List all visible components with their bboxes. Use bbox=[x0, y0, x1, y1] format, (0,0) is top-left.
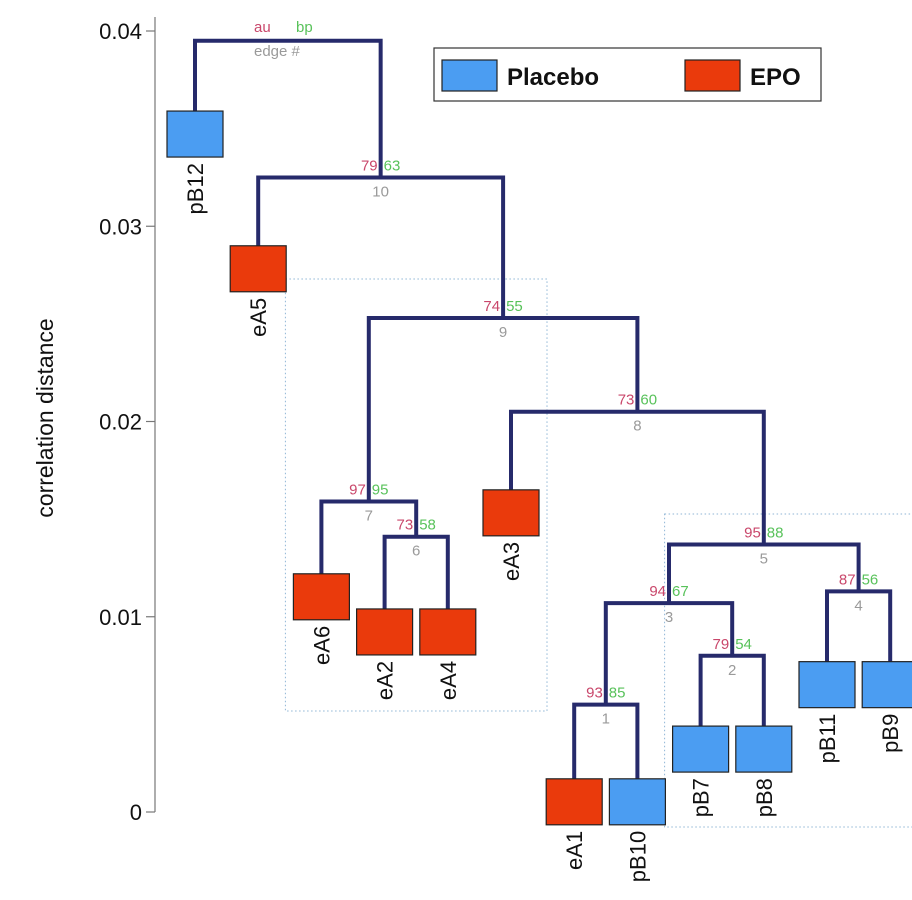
leaf-box-pB7 bbox=[671, 725, 730, 773]
bp-value: 58 bbox=[419, 517, 436, 534]
leaf-label-eA6: eA6 bbox=[309, 626, 334, 665]
au-value: 87 bbox=[839, 571, 856, 588]
leaf-label-eA4: eA4 bbox=[436, 661, 461, 700]
branch-edge-3 bbox=[603, 601, 735, 705]
leaf-box-eA1 bbox=[545, 778, 603, 826]
edge-number: 7 bbox=[365, 508, 373, 525]
cluster-box bbox=[664, 513, 912, 828]
bp-value: 63 bbox=[384, 157, 401, 174]
leaf-label-eA1: eA1 bbox=[562, 831, 587, 870]
key-bp: bp bbox=[296, 19, 313, 36]
leaf-label-pB11: pB11 bbox=[815, 714, 840, 764]
au-value: 79 bbox=[713, 636, 730, 653]
leaf-box-eA3 bbox=[482, 489, 540, 537]
leaf-box-pB9 bbox=[861, 661, 912, 709]
cluster-boxes bbox=[284, 278, 912, 828]
au-value: 94 bbox=[649, 583, 666, 600]
leaf-box-pB8 bbox=[735, 725, 793, 773]
branch-edge-11 bbox=[193, 38, 383, 178]
leaf-box-eA4 bbox=[419, 608, 477, 656]
y-tick-label: 0.01 bbox=[99, 605, 142, 630]
cluster-box bbox=[284, 278, 548, 712]
edge-number: 4 bbox=[854, 597, 862, 614]
bp-value: 60 bbox=[640, 392, 657, 409]
leaf-label-eA5: eA5 bbox=[246, 298, 271, 337]
y-tick-label: 0.02 bbox=[99, 410, 142, 435]
au-value: 79 bbox=[361, 157, 378, 174]
merge-annotations: 93 85 1 79 54 2 94 67 3 87 564 95 88 5 73 58 6 97 95 7 73 60 8… bbox=[349, 157, 878, 727]
legend-swatch-epo bbox=[684, 59, 741, 92]
bp-value: 67 bbox=[672, 583, 689, 600]
legend-frame bbox=[433, 47, 822, 102]
au-value: 73 bbox=[618, 392, 635, 409]
edge-number: 1 bbox=[602, 711, 610, 728]
branch-edge-6 bbox=[382, 534, 450, 609]
leaf-label-pB7: pB7 bbox=[689, 778, 714, 817]
leaf-label-pB12: pB12 bbox=[183, 163, 208, 214]
au-value: 73 bbox=[397, 517, 414, 534]
bp-value: 54 bbox=[735, 636, 752, 653]
leaf-box-eA5 bbox=[229, 245, 287, 293]
edge-number: 2 bbox=[728, 662, 736, 679]
bp-value: 85 bbox=[609, 685, 626, 702]
leaf-box-pB11 bbox=[798, 661, 856, 709]
bp-value: 55 bbox=[506, 298, 523, 315]
y-tick-label: 0.04 bbox=[99, 19, 142, 44]
annotation-key: au bp edge # bbox=[254, 19, 313, 60]
edge-number: 5 bbox=[760, 551, 768, 568]
legend-swatch-placebo bbox=[441, 59, 498, 92]
edge-number: 6 bbox=[412, 543, 420, 560]
edge-number: 9 bbox=[499, 324, 507, 341]
leaf-label-eA2: eA2 bbox=[373, 661, 398, 700]
legend-label-epo: EPO bbox=[750, 64, 801, 91]
legend: Placebo EPO bbox=[433, 47, 822, 102]
key-au: au bbox=[254, 19, 271, 36]
leaf-label-eA3: eA3 bbox=[499, 542, 524, 581]
leaf-box-pB10 bbox=[608, 778, 667, 826]
branch-edge-10 bbox=[256, 175, 506, 319]
dendrogram-branches bbox=[193, 38, 893, 779]
bp-value: 88 bbox=[767, 525, 784, 542]
key-edge: edge # bbox=[254, 43, 301, 60]
au-value: 95 bbox=[744, 525, 761, 542]
edge-number: 8 bbox=[633, 418, 641, 435]
legend-label-placebo: Placebo bbox=[507, 64, 599, 91]
leaf-box-eA2 bbox=[356, 608, 414, 656]
leaf-label-pB8: pB8 bbox=[752, 778, 777, 817]
leaf-box-pB12 bbox=[166, 110, 224, 158]
dendrogram-leaves: pB12 eA5 eA6 eA2 eA4 eA3 eA1 pB10 pB7 pB8 pB11 pB9 bbox=[166, 110, 912, 882]
leaf-label-pB10: pB10 bbox=[625, 831, 650, 882]
leaf-box-eA6 bbox=[292, 573, 350, 621]
au-value: 97 bbox=[349, 482, 366, 499]
bp-value: 56 bbox=[862, 571, 879, 588]
y-axis-label: correlation distance bbox=[32, 318, 58, 517]
y-tick-label: 0 bbox=[130, 800, 142, 825]
branch-edge-5 bbox=[667, 542, 861, 604]
bp-value: 95 bbox=[372, 482, 389, 499]
edge-number: 10 bbox=[372, 183, 389, 200]
y-tick-label: 0.03 bbox=[99, 214, 142, 239]
au-value: 74 bbox=[483, 298, 500, 315]
edge-number: 3 bbox=[665, 609, 673, 626]
y-axis: 0 0.01 0.02 0.03 0.04 bbox=[99, 17, 156, 825]
leaf-label-pB9: pB9 bbox=[878, 714, 903, 753]
au-value: 93 bbox=[586, 685, 603, 702]
